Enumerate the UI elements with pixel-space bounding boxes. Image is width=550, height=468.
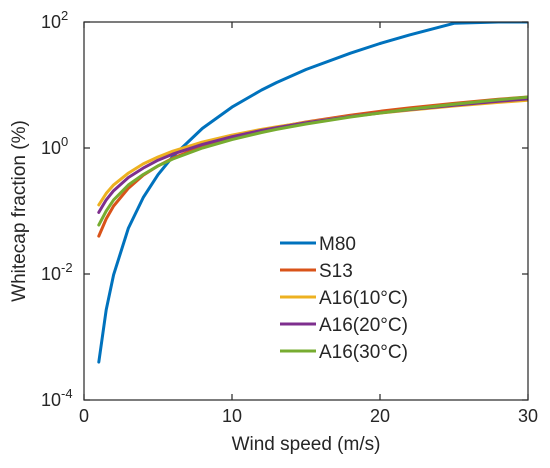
y-axis-label: Whitecap fraction (%) [9,120,30,302]
series-line-a16-30-c [97,95,528,227]
legend-label: A16(20°C) [319,315,408,336]
x-tick-label: 10 [222,406,242,426]
legend-label: A16(30°C) [319,342,408,363]
series-line-m80 [97,22,528,364]
x-axis-label: Wind speed (m/s) [232,434,381,455]
legend-label: M80 [319,234,356,255]
plot-area [84,22,528,400]
axes-box [83,21,529,401]
legend-label: S13 [319,261,353,282]
tick-layer: 0 10 20 30 10-4 10-2 100 102 [41,8,538,426]
y-tick-label: 10-4 [41,386,73,410]
x-tick-label: 0 [79,406,89,426]
y-tick-label: 100 [41,134,68,158]
y-tick-label: 102 [41,8,68,32]
legend: M80 S13 A16(10°C) A16(20°C) A16(30°C) [280,234,408,363]
x-tick-label: 20 [370,406,390,426]
x-tick-label: 30 [518,406,538,426]
legend-label: A16(10°C) [319,288,408,309]
series-layer [97,22,528,364]
y-tick-label: 10-2 [41,260,73,284]
